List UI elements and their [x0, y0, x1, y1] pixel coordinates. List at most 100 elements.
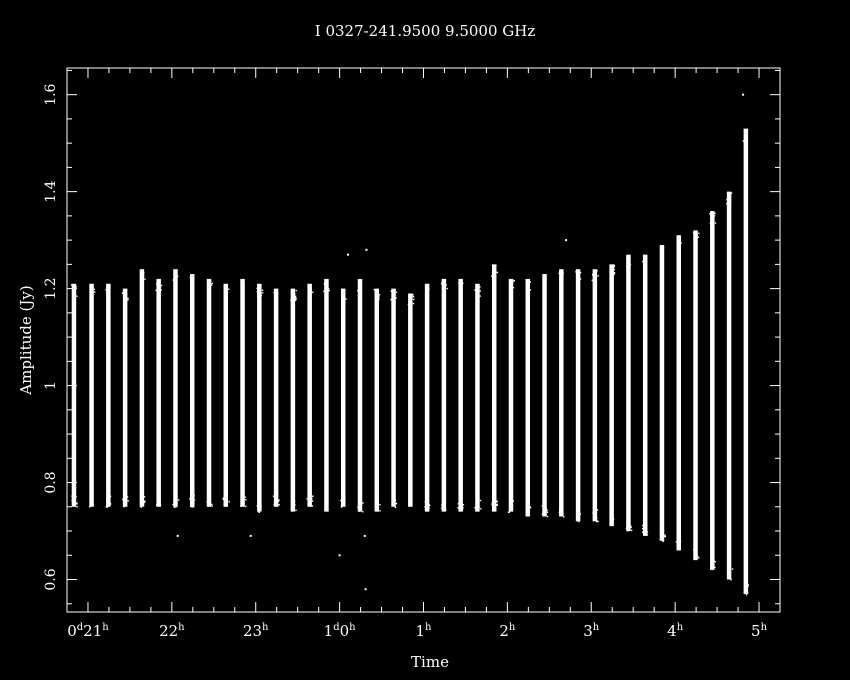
- scan-scatter-point: [71, 499, 73, 502]
- scan-scatter-point: [678, 546, 681, 548]
- scan-scatter-point: [124, 292, 127, 294]
- scan-scatter-point: [307, 502, 310, 505]
- scan-scatter-point: [91, 288, 94, 290]
- scan-cluster: [424, 283, 430, 512]
- scan-scatter-point: [661, 247, 663, 249]
- scan-scatter-point: [409, 499, 412, 501]
- scan-scatter-point: [222, 498, 225, 501]
- scan-cluster: [676, 235, 682, 551]
- scan-scatter-point: [592, 274, 594, 276]
- scan-scatter-point: [158, 282, 161, 284]
- scan-scatter-point: [491, 504, 494, 507]
- outlier-point: [338, 554, 341, 557]
- scan-scatter-point: [142, 504, 145, 507]
- scan-scatter-point: [646, 531, 649, 533]
- scan-scatter-point: [206, 501, 208, 503]
- scan-scatter-point: [292, 500, 295, 502]
- scan-scatter-point: [579, 278, 582, 280]
- scan-scatter-point: [596, 270, 598, 272]
- scan-cluster: [139, 269, 145, 507]
- scan-scatter-point: [576, 277, 578, 279]
- scan-scatter-point: [308, 287, 310, 290]
- scan-scatter-point: [277, 500, 280, 502]
- scan-scatter-point: [211, 503, 213, 506]
- scan-scatter-point: [106, 506, 109, 508]
- scan-cluster: [324, 278, 329, 512]
- scan-scatter-point: [560, 281, 562, 283]
- scan-cluster: [408, 293, 413, 507]
- scan-scatter-point: [644, 532, 646, 535]
- scan-scatter-point: [745, 593, 748, 596]
- scan-scatter-point: [259, 287, 262, 290]
- scan-scatter-point: [694, 554, 697, 557]
- scan-scatter-point: [663, 535, 666, 537]
- scan-scatter-point: [290, 299, 292, 302]
- scan-scatter-point: [358, 287, 360, 290]
- scan-scatter-point: [613, 266, 616, 268]
- scan-scatter-point: [209, 280, 212, 283]
- scan-scatter-point: [711, 568, 713, 571]
- scan-scatter-point: [174, 269, 177, 272]
- scan-scatter-point: [189, 498, 191, 500]
- scan-scatter-point: [326, 279, 328, 281]
- scan-scatter-point: [241, 281, 244, 283]
- scan-scatter-point: [546, 511, 549, 513]
- scan-scatter-point: [577, 276, 580, 279]
- scan-scatter-point: [692, 232, 695, 234]
- scan-scatter-point: [76, 506, 78, 508]
- scan-scatter-point: [627, 530, 629, 532]
- scan-scatter-point: [345, 298, 347, 300]
- scan-cluster: [559, 269, 564, 517]
- scan-scatter-point: [72, 294, 74, 296]
- scan-scatter-point: [390, 298, 392, 301]
- scan-scatter-point: [742, 140, 745, 142]
- scan-scatter-point: [328, 289, 330, 292]
- scan-cluster: [223, 283, 229, 507]
- scan-scatter-point: [222, 497, 225, 499]
- scan-scatter-point: [273, 292, 275, 294]
- scan-scatter-point: [192, 497, 194, 499]
- scan-scatter-point: [374, 294, 377, 296]
- scan-scatter-point: [91, 287, 94, 289]
- scan-scatter-point: [425, 507, 427, 510]
- scan-scatter-point: [122, 291, 125, 294]
- scan-scatter-point: [142, 497, 144, 499]
- scan-scatter-point: [93, 288, 96, 291]
- scan-scatter-point: [528, 509, 531, 511]
- scan-scatter-point: [491, 275, 493, 277]
- scan-scatter-point: [261, 292, 264, 294]
- scan-scatter-point: [512, 500, 515, 502]
- scan-scatter-point: [177, 275, 179, 278]
- scan-scatter-point: [424, 506, 427, 508]
- scan-scatter-point: [745, 589, 748, 592]
- scan-scatter-point: [160, 284, 163, 287]
- scan-scatter-point: [592, 273, 594, 276]
- scan-scatter-point: [474, 507, 476, 509]
- y-tick-label: 1.2: [43, 277, 59, 299]
- scan-scatter-point: [274, 290, 277, 293]
- scan-scatter-point: [543, 508, 546, 511]
- scan-scatter-point: [476, 289, 479, 292]
- scan-scatter-point: [294, 504, 296, 506]
- scan-scatter-point: [480, 508, 482, 510]
- data-points: [70, 93, 749, 596]
- scan-scatter-point: [477, 499, 479, 502]
- chart-title: I 0327-241.9500 9.5000 GHz: [315, 22, 536, 40]
- scan-scatter-point: [276, 503, 279, 506]
- scan-scatter-point: [324, 508, 326, 510]
- scan-scatter-point: [278, 504, 280, 506]
- outlier-point: [363, 534, 366, 537]
- scan-scatter-point: [312, 500, 314, 502]
- scan-scatter-point: [310, 502, 312, 504]
- scan-scatter-point: [127, 297, 129, 300]
- scan-scatter-point: [176, 269, 178, 271]
- scan-scatter-point: [143, 275, 145, 277]
- scan-scatter-point: [628, 519, 631, 521]
- scan-scatter-point: [409, 496, 411, 499]
- scan-scatter-point: [541, 513, 544, 515]
- scan-scatter-point: [76, 295, 78, 297]
- scan-scatter-point: [125, 495, 127, 498]
- scan-scatter-point: [626, 522, 629, 524]
- scan-scatter-point: [275, 300, 277, 302]
- scan-scatter-point: [323, 290, 325, 293]
